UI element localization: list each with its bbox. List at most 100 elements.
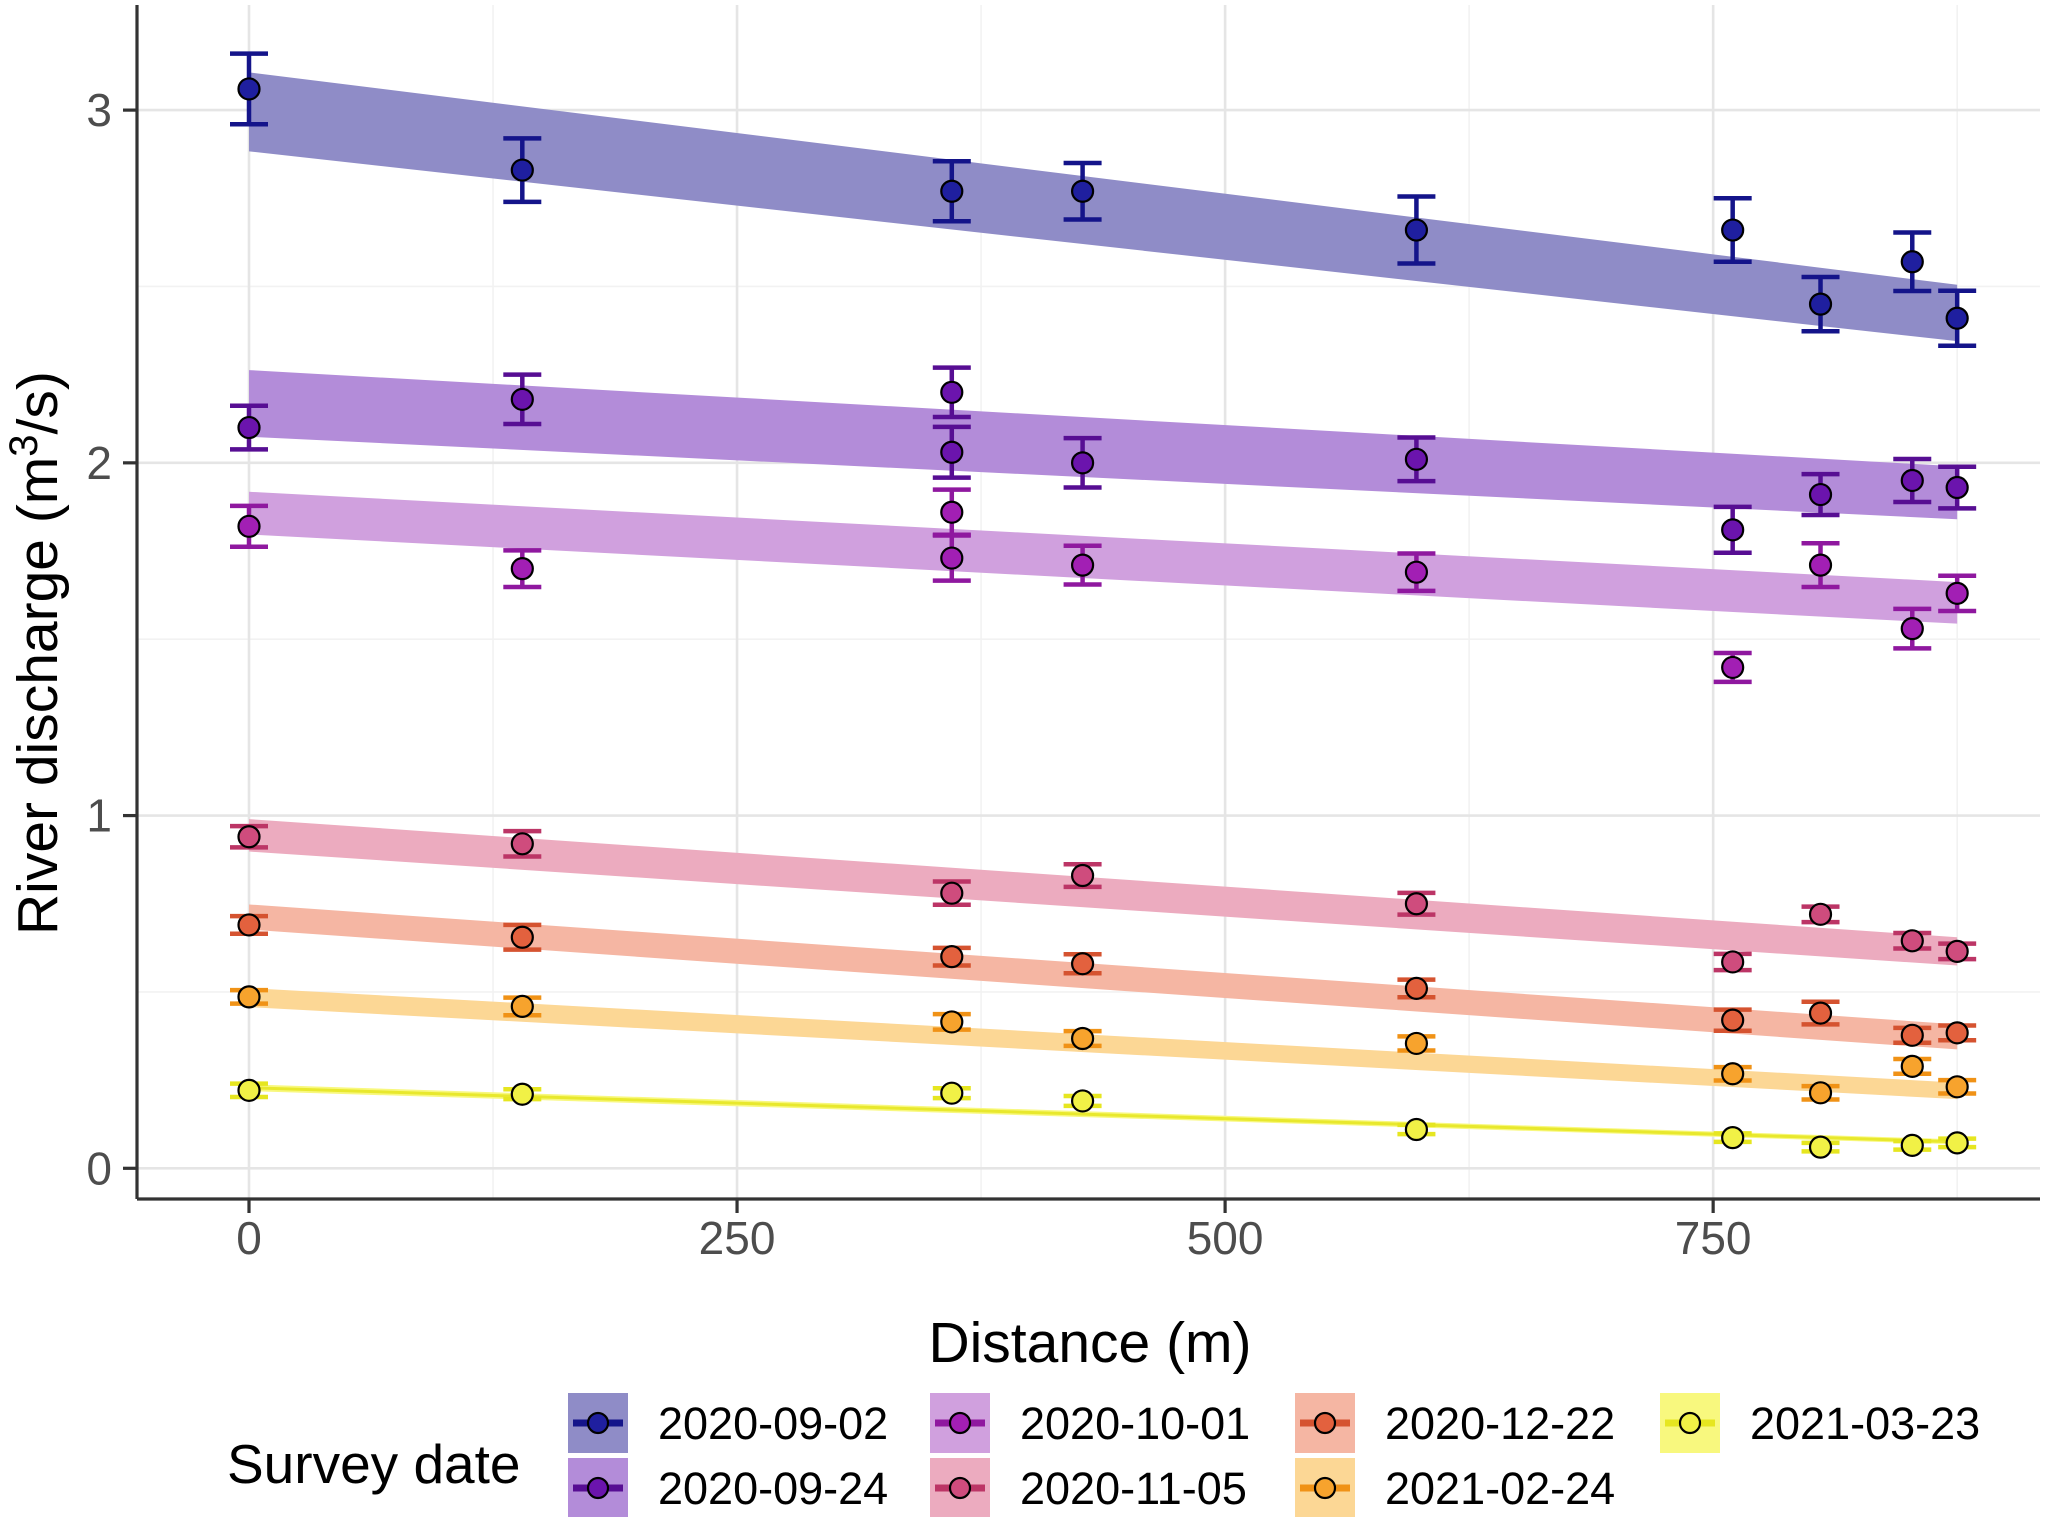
data-point bbox=[1721, 218, 1745, 242]
legend-key-point bbox=[948, 1411, 972, 1435]
trend-band-2020-09-02 bbox=[249, 72, 1958, 342]
legend-title: Survey date bbox=[227, 1433, 521, 1495]
y-axis-title: River discharge (m3/s) bbox=[2, 371, 70, 935]
legend-key-point bbox=[948, 1476, 972, 1500]
data-point bbox=[1721, 1062, 1745, 1086]
data-point bbox=[1808, 482, 1833, 507]
data-point bbox=[1404, 976, 1429, 1001]
data-point bbox=[510, 994, 534, 1018]
data-point bbox=[940, 179, 964, 203]
data-point bbox=[1404, 1031, 1429, 1056]
data-point bbox=[940, 546, 964, 570]
y-tick-label: 0 bbox=[86, 1142, 112, 1194]
legend-label: 2020-09-02 bbox=[658, 1398, 888, 1449]
data-point bbox=[1945, 939, 1969, 963]
data-point bbox=[1070, 451, 1095, 475]
data-point bbox=[510, 387, 534, 411]
data-point bbox=[1721, 1126, 1745, 1150]
series-2021-02-24 bbox=[230, 985, 1977, 1105]
data-point bbox=[1721, 655, 1745, 680]
data-point bbox=[510, 1082, 534, 1106]
data-point bbox=[1945, 1075, 1969, 1099]
x-tick-label: 0 bbox=[236, 1212, 262, 1264]
legend-item-2020-11-05: 2020-11-05 bbox=[930, 1458, 1247, 1517]
data-point bbox=[1808, 1001, 1833, 1025]
x-tick-label: 500 bbox=[1187, 1212, 1264, 1264]
data-point bbox=[1721, 518, 1745, 542]
data-point bbox=[1808, 1081, 1833, 1105]
data-point bbox=[940, 380, 964, 404]
data-point bbox=[510, 158, 534, 182]
data-point bbox=[1900, 617, 1924, 641]
data-point bbox=[1900, 250, 1924, 274]
trend-band-2020-09-24 bbox=[249, 370, 1958, 520]
legend-label: 2020-11-05 bbox=[1020, 1463, 1247, 1514]
series-2020-11-05 bbox=[230, 823, 1977, 974]
x-tick-label: 250 bbox=[699, 1212, 776, 1264]
data-point bbox=[237, 514, 261, 538]
y-tick-label: 2 bbox=[86, 437, 112, 489]
trend-band-2020-12-22 bbox=[249, 904, 1958, 1050]
data-point bbox=[510, 925, 534, 949]
data-point bbox=[1945, 1131, 1969, 1155]
legend-key-point bbox=[586, 1411, 610, 1435]
data-point bbox=[940, 500, 964, 524]
data-point bbox=[1404, 218, 1429, 242]
data-point bbox=[1900, 1023, 1924, 1047]
data-point bbox=[1808, 553, 1833, 577]
legend-key-point bbox=[1313, 1411, 1337, 1435]
data-point bbox=[1070, 1026, 1095, 1051]
series-2020-09-24 bbox=[230, 365, 1977, 556]
data-point bbox=[237, 825, 261, 849]
axes: 0 250 500 750 0 1 2 3 bbox=[86, 5, 2040, 1264]
data-point bbox=[940, 881, 964, 905]
series-2021-03-23 bbox=[230, 1078, 1977, 1159]
legend-item-2021-03-23: 2021-03-23 bbox=[1660, 1393, 1980, 1453]
data-point bbox=[237, 1078, 261, 1102]
data-point bbox=[940, 945, 964, 969]
y-axis-title-suffix: /s) bbox=[6, 371, 70, 434]
legend-key-point bbox=[586, 1476, 610, 1500]
legend: 2020-09-02 2020-09-24 2020-10-01 2020-11-05… bbox=[568, 1393, 1980, 1517]
x-tick-label: 750 bbox=[1675, 1212, 1752, 1264]
legend-label: 2020-09-24 bbox=[658, 1463, 888, 1514]
data-point bbox=[1070, 179, 1095, 203]
data-point bbox=[1900, 468, 1924, 493]
data-point bbox=[1900, 929, 1924, 953]
trend-band-2021-02-24 bbox=[249, 988, 1958, 1100]
data-point bbox=[1721, 1008, 1745, 1032]
data-point bbox=[1404, 447, 1429, 471]
data-point bbox=[510, 832, 534, 856]
data-point bbox=[1070, 863, 1095, 888]
trend-band-2020-11-05 bbox=[249, 819, 1958, 966]
y-tick-label: 1 bbox=[86, 790, 112, 842]
trend-bands bbox=[248, 72, 1958, 1145]
data-point bbox=[1070, 952, 1095, 976]
legend-item-2020-12-22: 2020-12-22 bbox=[1295, 1393, 1615, 1453]
legend-item-2021-02-24: 2021-02-24 bbox=[1295, 1458, 1615, 1517]
data-point bbox=[1721, 950, 1745, 974]
legend-item-2020-09-02: 2020-09-02 bbox=[568, 1393, 888, 1453]
legend-key-point bbox=[1678, 1411, 1702, 1435]
data-point bbox=[237, 985, 261, 1009]
data-point bbox=[1404, 892, 1429, 916]
data-point bbox=[1900, 1133, 1924, 1157]
data-point bbox=[1900, 1054, 1924, 1078]
data-point bbox=[1945, 475, 1969, 500]
data-point bbox=[1070, 1089, 1095, 1113]
data-point bbox=[1945, 581, 1969, 605]
legend-key-point bbox=[1313, 1476, 1337, 1500]
data-point bbox=[1070, 553, 1095, 577]
x-axis-title: Distance (m) bbox=[928, 1311, 1251, 1375]
legend-label: 2021-02-24 bbox=[1385, 1463, 1615, 1514]
data-point bbox=[1808, 292, 1833, 316]
series-2020-12-22 bbox=[230, 913, 1977, 1047]
legend-label: 2021-03-23 bbox=[1750, 1398, 1980, 1449]
trend-band-2020-10-01 bbox=[249, 491, 1958, 624]
data-point bbox=[1404, 560, 1429, 584]
data-point bbox=[940, 1010, 964, 1034]
data-point bbox=[940, 1081, 964, 1105]
y-axis-title-superscript: 3 bbox=[2, 434, 46, 456]
